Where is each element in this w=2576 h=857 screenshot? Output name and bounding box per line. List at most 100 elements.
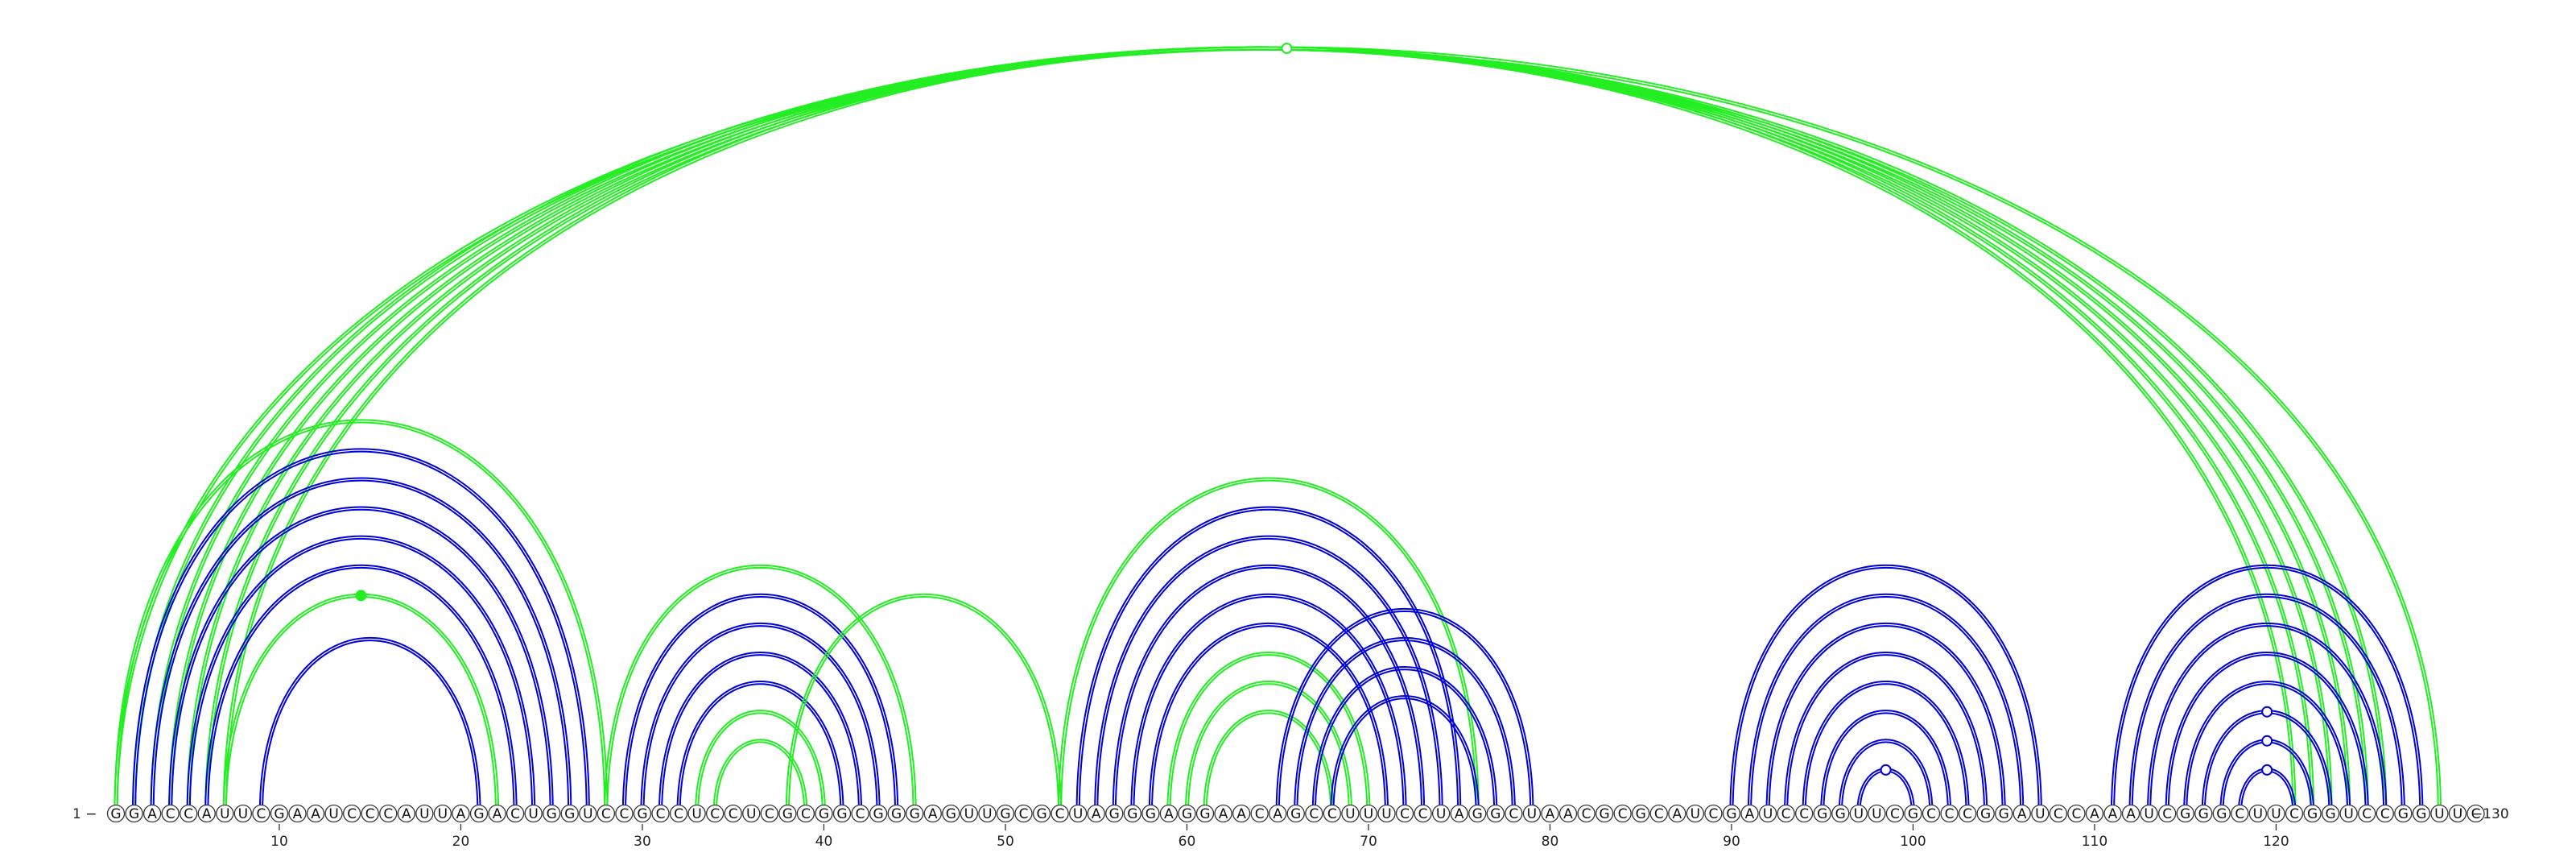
nucleotide-circle xyxy=(2085,804,2104,823)
nucleotide-letter: G xyxy=(836,806,847,822)
arc-blue-115-124 xyxy=(2183,681,2351,814)
nucleotide-circle xyxy=(1505,804,1523,823)
nucleotide-letter: U xyxy=(583,806,592,822)
arc-blue-111-128 xyxy=(2110,564,2424,814)
arc-blue-66-78 xyxy=(1294,636,1516,814)
nucleotide-29: C xyxy=(615,804,634,823)
arc-blue-31-42 xyxy=(661,654,860,814)
arc-blue-91-106 xyxy=(1750,596,2022,814)
nucleotide-circle xyxy=(597,804,615,823)
nucleotide-102: C xyxy=(1940,804,1959,823)
nucleotide-letter: C xyxy=(1582,806,1591,822)
arc-blue-112-127 xyxy=(2128,594,2405,814)
markers-layer xyxy=(355,43,2273,776)
arc-marker xyxy=(2261,735,2273,747)
nucleotide-circle xyxy=(832,804,852,823)
nucleotide-circle xyxy=(1613,804,1632,823)
nucleotide-87: A xyxy=(1668,804,1686,823)
nucleotide-letter: C xyxy=(1799,806,1809,822)
nucleotide-74: U xyxy=(1432,804,1451,823)
arc-blue-112-127 xyxy=(2131,596,2403,814)
nucleotide-circle xyxy=(815,804,833,823)
nucleotide-letter: A xyxy=(2108,806,2118,822)
nucleotide-circle xyxy=(2376,804,2394,823)
nucleotide-letter: G xyxy=(637,806,647,822)
nucleotide-letter: G xyxy=(1980,806,1991,822)
nucleotide-circle xyxy=(2049,804,2068,823)
nucleotide-96: G xyxy=(1831,804,1850,823)
nucleotide-circle xyxy=(978,804,997,823)
nucleotide-32: C xyxy=(669,804,688,823)
nucleotide-131: C xyxy=(2467,804,2485,823)
nucleotide-12: A xyxy=(306,804,325,823)
nucleotide-47: G xyxy=(942,804,960,823)
nucleotide-letter: U xyxy=(1527,806,1537,822)
arc-blue-114-125 xyxy=(2165,652,2369,814)
nucleotide-letter: U xyxy=(528,806,538,822)
nucleotide-letter: G xyxy=(274,806,284,822)
nucleotide-letter: G xyxy=(1199,806,1210,822)
arc-marker xyxy=(1281,43,1293,54)
nucleotide-118: C xyxy=(2231,804,2249,823)
arc-blue-95-102 xyxy=(1820,710,1952,814)
end-label: −130 xyxy=(2471,806,2509,822)
nucleotide-letter: C xyxy=(184,806,193,822)
nucleotide-circle xyxy=(106,804,126,823)
nucleotide-letter: G xyxy=(1036,806,1046,822)
nucleotide-letter: U xyxy=(438,806,448,822)
nucleotide-67: C xyxy=(1305,804,1323,823)
nucleotide-circle xyxy=(506,804,525,823)
nucleotide-25: G xyxy=(543,804,561,823)
nucleotide-letter: G xyxy=(129,806,139,822)
arc-blue-67-77 xyxy=(1311,666,1498,814)
nucleotide-73: C xyxy=(1414,804,1432,823)
nucleotide-circle xyxy=(1450,804,1468,823)
arc-blue-5-24 xyxy=(188,538,534,814)
arcs-layer xyxy=(114,46,2442,814)
nucleotide-93: C xyxy=(1777,804,1795,823)
nucleotide-21: G xyxy=(469,804,489,823)
nucleotide-letter: G xyxy=(547,806,557,822)
nucleotide-117: G xyxy=(2212,804,2231,823)
nucleotide-116: G xyxy=(2194,804,2213,823)
nucleotide-107: U xyxy=(2031,804,2050,823)
nucleotide-letter: C xyxy=(1418,806,1428,822)
nucleotide-circle xyxy=(1105,804,1124,823)
nucleotide-letter: C xyxy=(2235,806,2244,822)
nucleotide-circle xyxy=(1794,804,1814,823)
nucleotide-letter: A xyxy=(1092,806,1101,822)
nucleotide-letter: G xyxy=(1817,806,1827,822)
arc-blue-113-126 xyxy=(2147,623,2388,814)
nucleotide-30: G xyxy=(633,804,652,823)
nucleotide-letter: A xyxy=(2126,806,2136,822)
start-label: 1 − xyxy=(72,806,97,822)
nucleotide-circle xyxy=(2267,804,2285,823)
nucleotide-circle xyxy=(1051,804,1069,823)
arc-blue-95-102 xyxy=(1823,712,1949,814)
nucleotide-circle xyxy=(306,804,325,823)
nucleotide-28: C xyxy=(597,804,615,823)
nucleotide-letter: C xyxy=(1019,806,1029,822)
nucleotide-circle xyxy=(760,804,778,823)
nucleotide-84: C xyxy=(1613,804,1632,823)
arc-blue-5-24 xyxy=(186,535,536,814)
nucleotide-circle xyxy=(1922,804,1941,823)
nucleotide-circle xyxy=(2212,804,2231,823)
nucleotide-circle xyxy=(706,804,724,823)
nucleotide-circle xyxy=(1668,804,1686,823)
nucleotide-55: A xyxy=(1087,804,1105,823)
nucleotide-122: G xyxy=(2303,804,2322,823)
arc-blue-68-76 xyxy=(1332,698,1477,814)
nucleotide-letter: C xyxy=(365,806,375,822)
nucleotide-letter: C xyxy=(1654,806,1664,822)
nucleotide-letter: C xyxy=(1945,806,1955,822)
ruler-label: 120 xyxy=(2263,834,2289,850)
nucleotide-circle xyxy=(2412,804,2431,823)
nucleotide-letter: A xyxy=(202,806,212,822)
nucleotide-123: G xyxy=(2321,804,2340,823)
nucleotide-60: G xyxy=(1178,804,1196,823)
nucleotide-104: G xyxy=(1976,804,1995,823)
nucleotide-circle xyxy=(742,804,761,823)
nucleotide-letter: A xyxy=(1546,806,1555,822)
nucleotide-circle xyxy=(2231,804,2249,823)
